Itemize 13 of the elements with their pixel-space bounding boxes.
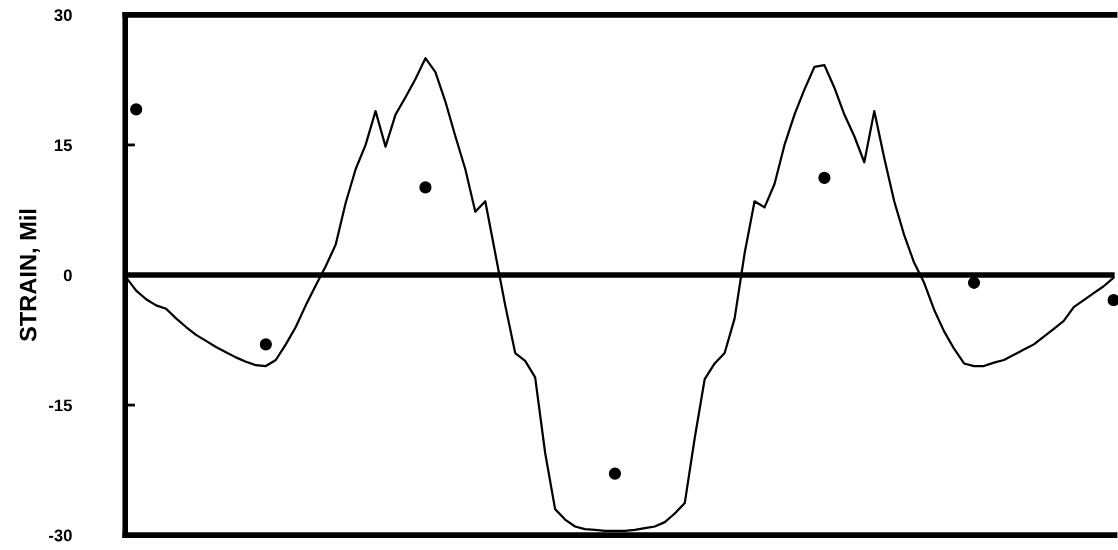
y-axis-title: STRAIN, Mil <box>19 209 40 342</box>
point <box>967 276 981 289</box>
y-tick-label: 30 <box>54 9 72 22</box>
point <box>1107 294 1118 307</box>
point <box>419 181 432 194</box>
point <box>259 338 272 351</box>
point <box>818 171 831 184</box>
y-tick-label: 15 <box>54 139 72 152</box>
y-tick-label: -30 <box>49 529 72 542</box>
point <box>608 467 622 480</box>
y-tick-label: 0 <box>63 269 72 282</box>
point <box>130 103 143 116</box>
y-tick-label: -15 <box>49 399 72 412</box>
